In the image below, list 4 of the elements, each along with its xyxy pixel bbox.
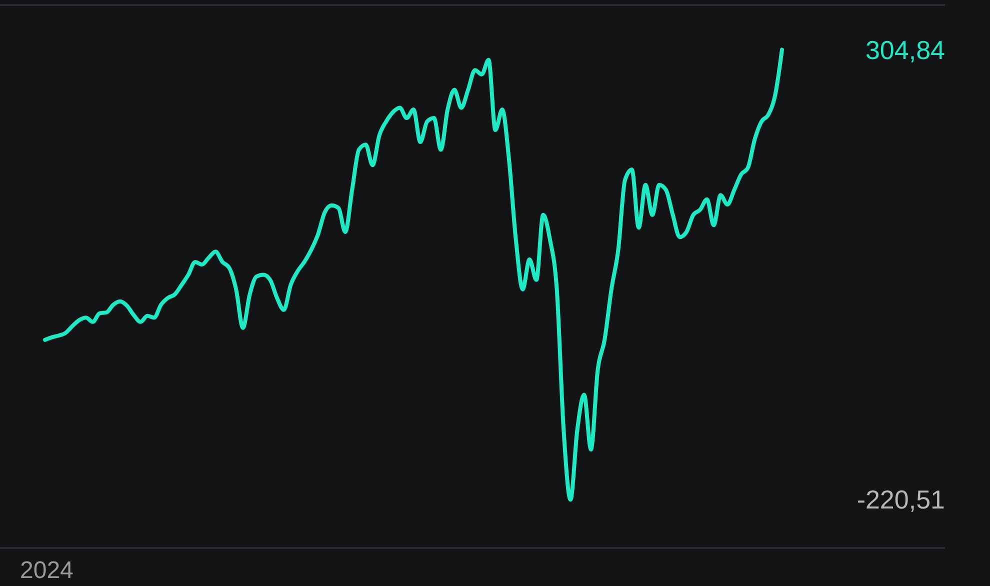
y-tick-label: 304,84 [865, 34, 945, 65]
text: 2024 [20, 557, 74, 584]
y-tick-label: -220,51 [856, 484, 945, 515]
line-series [43, 48, 784, 502]
